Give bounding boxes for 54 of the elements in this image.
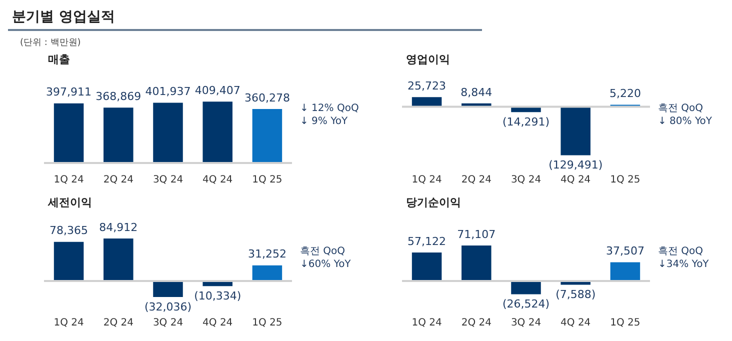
- x-tick-label: 2Q 24: [103, 318, 134, 329]
- data-label: (32,036): [144, 300, 192, 314]
- data-label: (129,491): [548, 158, 603, 172]
- data-label: 37,507: [606, 244, 644, 258]
- data-label: 25,723: [408, 79, 446, 92]
- x-tick-label: 1Q 24: [412, 318, 442, 329]
- text: (단위 : 백만원): [19, 37, 82, 49]
- data-label: (26,524): [502, 298, 550, 311]
- data-label: 5,220: [609, 87, 641, 100]
- data-label: 31,252: [248, 248, 286, 261]
- chart-title: 당기순이익: [406, 195, 461, 210]
- x-tick-label: 1Q 24: [54, 174, 84, 186]
- x-tick-label: 3Q 24: [152, 174, 184, 186]
- data-label: (10,334): [194, 290, 242, 303]
- x-tick-label: 1Q 25: [610, 318, 640, 329]
- data-label: 360,278: [244, 91, 290, 104]
- x-tick-label: 1Q 25: [252, 174, 282, 186]
- x-tick-label: 4Q 24: [202, 318, 233, 329]
- chart-title: 영업이익: [406, 52, 450, 67]
- x-tick-label: 4Q 24: [560, 174, 591, 186]
- data-label: 71,107: [457, 228, 496, 241]
- text: 흑전 QoQ: [658, 245, 704, 258]
- data-label: 401,937: [145, 85, 191, 98]
- chart-title: 세전이익: [48, 195, 92, 210]
- x-tick-label: 1Q 24: [412, 174, 442, 186]
- text: ↓ 80% YoY: [658, 115, 712, 128]
- text: ↓60% YoY: [300, 258, 351, 271]
- x-tick-label: 1Q 25: [610, 174, 640, 186]
- data-label: 8,844: [460, 86, 492, 99]
- x-tick-label: 2Q 24: [103, 174, 134, 186]
- x-tick-label: 1Q 24: [54, 318, 84, 329]
- data-label: (14,291): [502, 115, 550, 128]
- data-label: (7,588): [556, 288, 596, 302]
- x-tick-label: 2Q 24: [461, 318, 492, 329]
- text: 흑전 QoQ: [300, 245, 346, 258]
- x-tick-label: 3Q 24: [152, 318, 184, 329]
- data-label: 57,122: [408, 234, 446, 248]
- text: ↓ 9% YoY: [300, 115, 349, 128]
- data-label: 409,407: [194, 84, 240, 97]
- x-tick-label: 3Q 24: [510, 318, 542, 329]
- text: ↓ 12% QoQ: [300, 102, 359, 115]
- x-tick-label: 4Q 24: [560, 318, 591, 329]
- data-label: 397,911: [46, 86, 92, 99]
- x-tick-label: 3Q 24: [510, 174, 542, 186]
- x-tick-label: 1Q 25: [252, 318, 282, 329]
- text: ↓34% YoY: [658, 258, 709, 271]
- text: 분기별 영업실적: [8, 8, 482, 31]
- x-tick-label: 4Q 24: [202, 174, 233, 186]
- text: 흑전 QoQ: [658, 102, 704, 115]
- data-label: 78,365: [50, 224, 88, 238]
- data-label: 84,912: [99, 220, 138, 234]
- x-tick-label: 2Q 24: [461, 174, 492, 186]
- data-label: 368,869: [96, 90, 142, 104]
- chart-title: 매출: [48, 52, 70, 67]
